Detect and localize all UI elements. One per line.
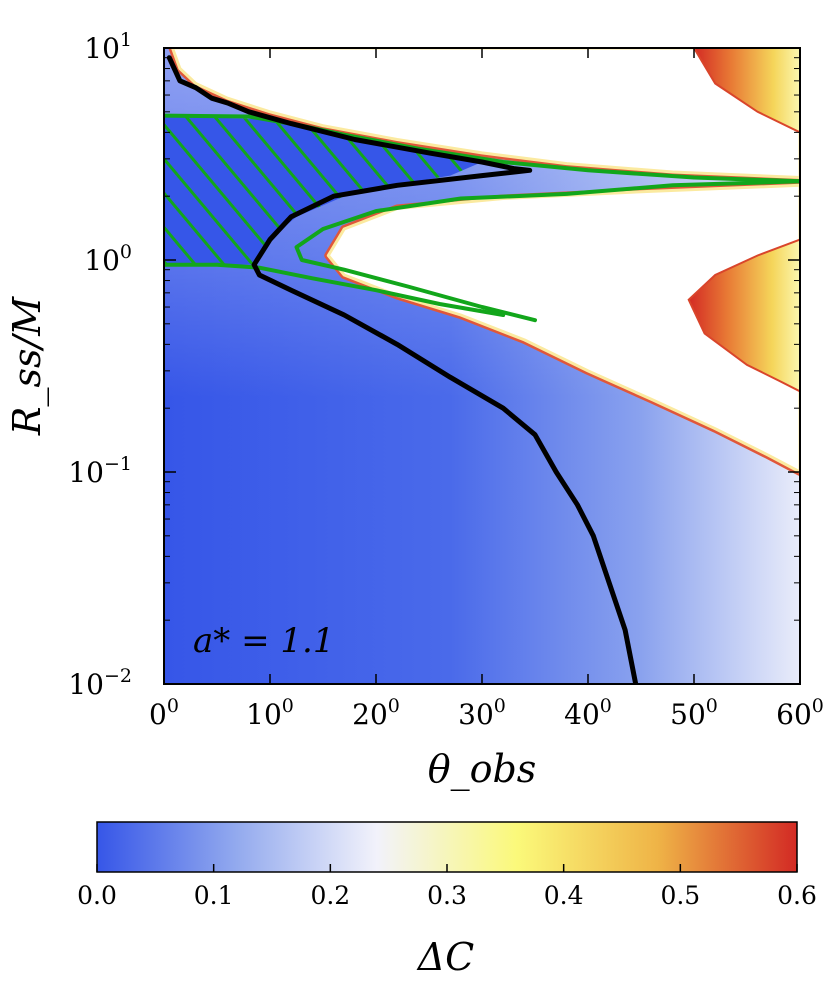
warm-region: [687, 238, 800, 393]
x-axis-label: θ_obs: [428, 747, 537, 792]
x-tick-label: 400: [564, 695, 612, 731]
y-tick-label: 10−2: [68, 665, 132, 701]
colorbar-tick-label: 0.2: [310, 881, 350, 910]
white-region: [171, 48, 800, 179]
region-layer: [168, 48, 800, 476]
x-tick-label: 600: [776, 695, 824, 731]
x-tick-label: 200: [352, 695, 400, 731]
colorbar-label: ΔC: [416, 935, 475, 979]
colorbar-tick-label: 0.0: [77, 881, 117, 910]
x-tick-label: 500: [670, 695, 718, 731]
green-contour: [294, 179, 800, 323]
green-contour: [164, 262, 506, 317]
warm-region: [692, 48, 800, 134]
plot-area: [164, 48, 800, 684]
x-tick-label: 100: [246, 695, 294, 731]
y-tick-label: 101: [84, 29, 132, 65]
colorbar-tick-label: 0.1: [194, 881, 234, 910]
hatched-region: [164, 115, 482, 265]
y-axis-label: R_ss/M: [5, 296, 50, 436]
black-contour: [166, 55, 639, 684]
colorbar-tick-label: 0.4: [544, 881, 584, 910]
white-region: [326, 183, 800, 474]
contour-layer: [164, 55, 800, 684]
colorbar-tick-label: 0.3: [427, 881, 467, 910]
colorbar-tick-label: 0.6: [777, 881, 817, 910]
y-axis-ticks: 101 100 10−1 10−2: [68, 29, 800, 701]
y-tick-label: 10−1: [68, 453, 132, 489]
hatch-layer: [164, 115, 482, 265]
x-tick-label: 00: [149, 695, 179, 731]
colorbar-bar: [96, 821, 798, 873]
y-tick-label: 100: [84, 241, 132, 277]
annotation-spin: a* = 1.1: [193, 621, 334, 661]
colorbar: 0.0 0.1 0.2 0.3 0.4 0.5 0.6 ΔC: [77, 821, 817, 979]
x-tick-label: 300: [458, 695, 506, 731]
colorbar-ticks: 0.0 0.1 0.2 0.3 0.4 0.5 0.6: [77, 864, 817, 910]
colorbar-tick-label: 0.5: [660, 881, 700, 910]
